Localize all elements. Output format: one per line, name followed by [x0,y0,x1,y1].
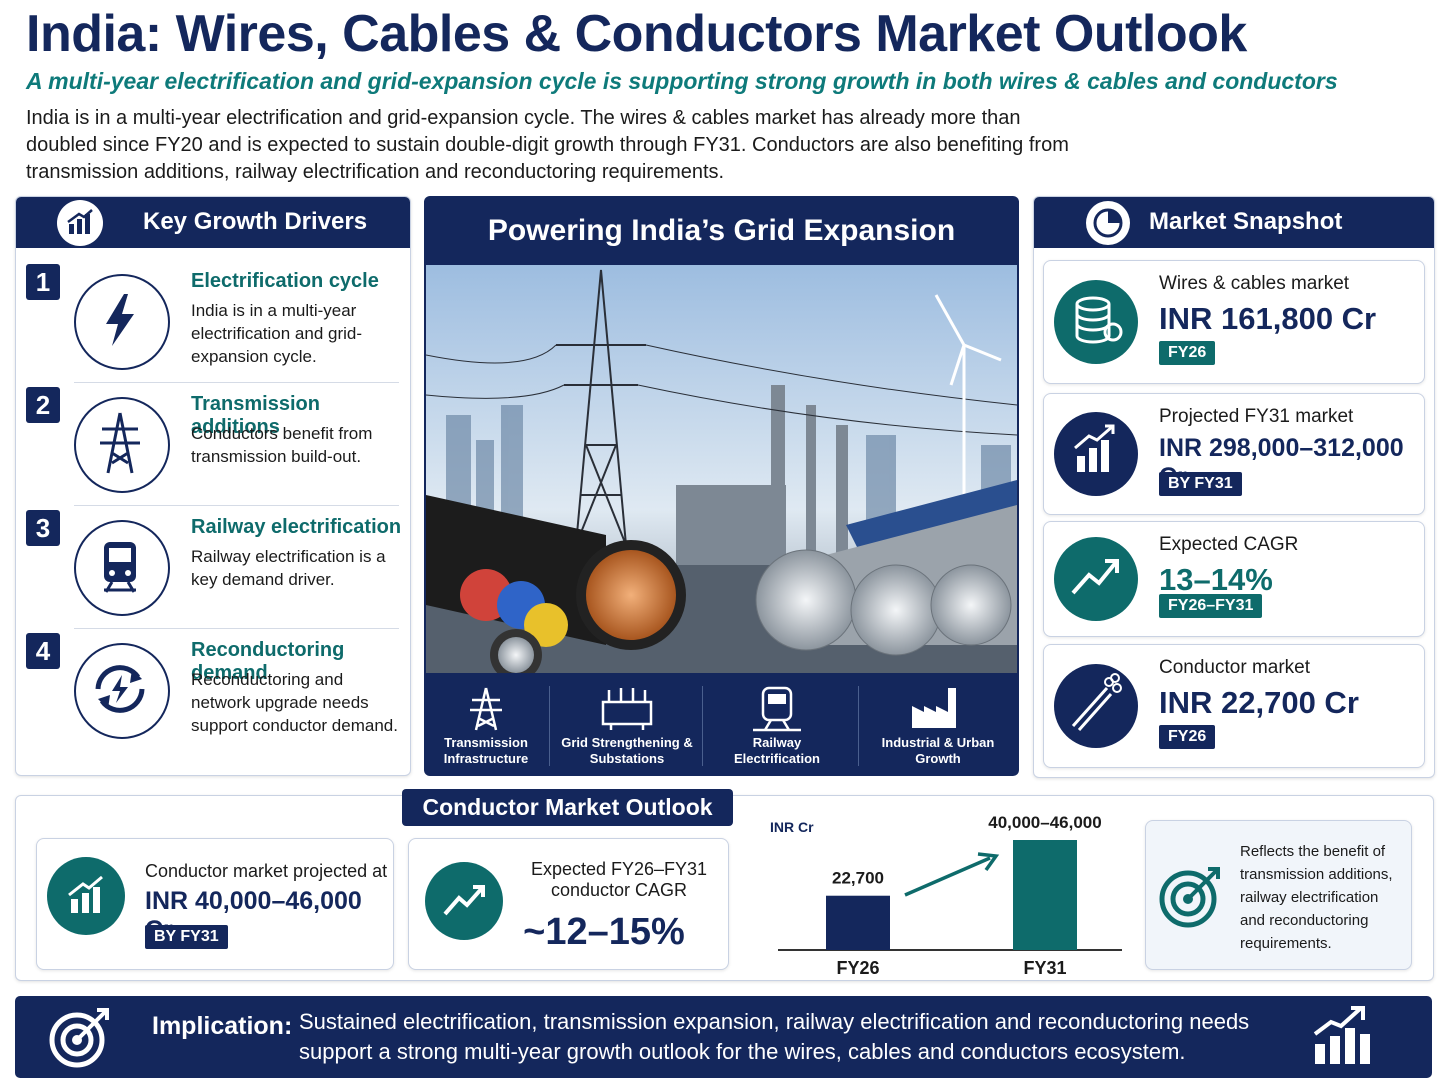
visual-panel: Powering India’s Grid Expansion Transmis… [424,196,1019,776]
driver-number: 4 [26,633,60,669]
icon [1086,201,1130,245]
outlook-title: Conductor Market Outlook [402,789,733,826]
snapshot-title: Market Snapshot [1149,208,1343,235]
driver-number: 1 [26,264,60,300]
driver-title: Transmission additions [191,393,320,438]
icon [1071,673,1122,731]
bar [826,895,890,950]
implication-label: Implication: [152,1012,293,1040]
trend-arrow [904,852,1000,897]
snapshot-tag: FY26 [1159,341,1216,365]
driver-text: Reconductoring and network upgrade needs… [191,670,398,735]
caption: Transmission Infrastructure [443,735,529,766]
divider [548,686,550,766]
icon [912,688,956,728]
icon [106,294,134,346]
icon [49,1008,109,1068]
snapshot-card: Wires & cables market INR 161,800 Cr FY26 [1043,260,1425,384]
icon-circle [1054,664,1138,748]
divider [702,686,703,766]
driver-text: India is in a multi-year electrification… [191,301,363,366]
divider [74,628,399,629]
cagr-label: Expected FY26–FY31 conductor CAGR [530,859,708,900]
caption: Grid Strengthening & Substations [561,735,693,766]
driver-icon-ring [74,520,170,616]
driver-icon-ring [74,643,170,739]
icon [95,665,145,713]
bar [1013,840,1077,950]
icon [1071,559,1119,595]
icon-circle [1054,280,1138,364]
grid-illustration [426,265,1017,673]
cagr-value: ~12–15% [523,911,685,953]
icon [425,862,503,940]
snapshot-label: Wires & cables market [1159,273,1350,294]
icon [57,200,103,246]
icon [1313,1006,1370,1064]
driver-text: Conductors benefit from transmission bui… [191,424,373,466]
icon [47,857,125,935]
snapshot-panel: Market Snapshot Wires & cables market INR… [1033,196,1435,778]
title: India: Wires, Cables & Conductors Market… [26,5,1247,63]
snapshot-label: Projected FY31 market [1159,406,1354,427]
divider [74,505,399,506]
implication-bar: Implication: Sustained electrification, … [15,996,1432,1078]
implication-text: Sustained electrification, transmission … [299,1009,1250,1064]
icon [601,688,653,730]
snapshot-card: Expected CAGR 13–14% FY26–FY31 [1043,521,1425,637]
value-label: 22,700 [832,869,884,888]
snapshot-label: Expected CAGR [1159,534,1299,555]
driver-text: Railway electrification is a key demand … [191,547,386,589]
caption: Industrial & Urban Growth [881,735,995,766]
driver-title: Railway electrification [191,516,402,538]
axis-label: INR Cr [770,819,814,835]
snapshot-value: INR 22,700 Cr [1159,685,1359,720]
cagr-card: Expected FY26–FY31 conductor CAGR ~12–15… [408,838,729,970]
icon [753,686,801,732]
icon [1075,296,1123,344]
visual-title: Powering India’s Grid Expansion [487,214,956,247]
category-label: FY31 [1023,958,1066,978]
projection-label: Conductor market projected at [145,861,388,881]
driver-icon-ring [74,397,170,493]
driver-number: 2 [26,387,60,423]
divider [857,686,859,766]
drivers-panel: Key Growth Drivers 1 Electrification cycl… [15,196,411,776]
snapshot-value: 13–14% [1159,562,1273,597]
snapshot-label: Conductor market [1159,657,1311,678]
drivers-title: Key Growth Drivers [143,208,368,235]
conductor-chart: INR Cr 22,700 FY26 40,000–46,000 FY31 [770,813,1122,978]
snapshot-tag: FY26 [1159,725,1216,749]
driver-title: Electrification cycle [191,270,379,292]
subtitle: A multi-year electrification and grid-ex… [26,68,1338,94]
snapshot-tag: FY26–FY31 [1159,594,1263,618]
projection-card: Conductor market projected at INR 40,000… [36,838,394,970]
driver-number: 3 [26,510,60,546]
intro: India is in a multi-year electrification… [26,107,1069,183]
snapshot-value: INR 161,800 Cr [1159,301,1377,336]
icon [104,542,136,593]
note: Reflects the benefit of transmission add… [1240,843,1393,952]
projection-tag: BY FY31 [145,925,228,949]
driver-title: Reconductoring demand [191,639,345,684]
category-label: FY26 [836,958,879,978]
icon [1159,867,1220,928]
icon [100,412,140,474]
divider [74,382,399,383]
driver-icon-ring [74,274,170,370]
snapshot-card: Conductor market INR 22,700 Cr FY26 [1043,644,1425,768]
icon [470,687,502,731]
snapshot-card: Projected FY31 market INR 298,000–312,000… [1043,393,1425,515]
icon [1074,424,1115,472]
value-label: 40,000–46,000 [988,813,1101,832]
caption: Railway Electrification [734,735,820,766]
snapshot-tag: BY FY31 [1159,472,1242,496]
note-card: Reflects the benefit of transmission add… [1145,820,1412,970]
